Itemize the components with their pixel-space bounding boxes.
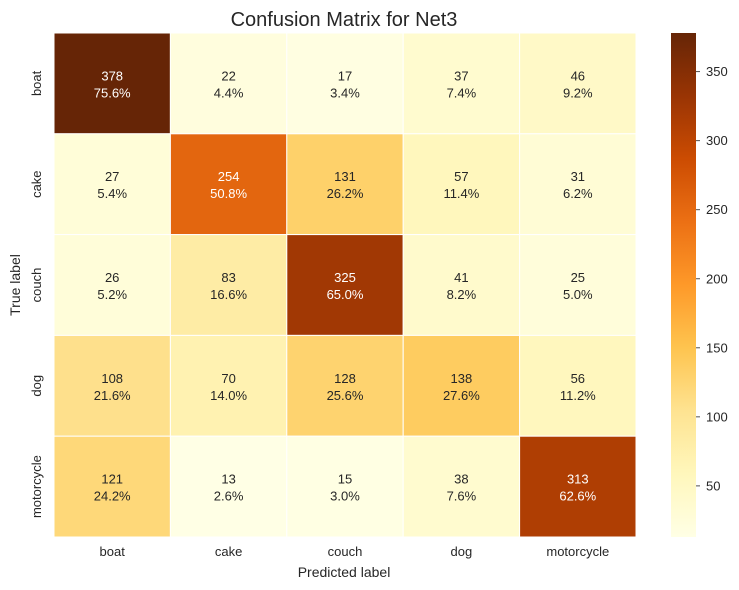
cell-count-label: 25 xyxy=(571,270,585,285)
heatmap-cell-1-4 xyxy=(519,133,637,236)
cell-count-label: 378 xyxy=(101,68,123,83)
cell-percent-label: 6.2% xyxy=(563,186,593,201)
heatmap-cell-4-0 xyxy=(53,435,171,538)
cell-percent-label: 3.0% xyxy=(330,489,360,504)
colorbar-tick-label: 200 xyxy=(706,271,728,286)
x-tick-label: cake xyxy=(215,544,242,559)
cell-percent-label: 75.6% xyxy=(94,85,131,100)
colorbar-tick-label: 350 xyxy=(706,64,728,79)
cell-percent-label: 62.6% xyxy=(559,489,596,504)
y-tick-label: boat xyxy=(29,70,44,96)
x-tick-label: motorcycle xyxy=(546,544,609,559)
cell-count-label: 26 xyxy=(105,270,119,285)
cell-count-label: 138 xyxy=(451,371,473,386)
cell-count-label: 121 xyxy=(101,472,123,487)
heatmap-cell-0-1 xyxy=(169,32,288,135)
cell-percent-label: 5.0% xyxy=(563,287,593,302)
heatmap-cell-3-3 xyxy=(402,334,521,437)
y-axis-label: True label xyxy=(7,254,23,316)
cell-percent-label: 26.2% xyxy=(327,186,364,201)
cell-percent-label: 16.6% xyxy=(210,287,247,302)
cell-count-label: 313 xyxy=(567,472,589,487)
x-tick-label: dog xyxy=(451,544,473,559)
heatmap-cell-3-4 xyxy=(519,334,637,437)
cell-count-label: 27 xyxy=(105,169,119,184)
x-axis-label: Predicted label xyxy=(298,564,391,580)
cell-count-label: 57 xyxy=(454,169,468,184)
cell-count-label: 13 xyxy=(221,472,235,487)
cell-percent-label: 9.2% xyxy=(563,85,593,100)
heatmap-cell-4-1 xyxy=(169,435,288,538)
colorbar-tick-label: 50 xyxy=(706,478,720,493)
heatmap-cell-2-1 xyxy=(169,234,288,336)
cell-count-label: 70 xyxy=(221,371,235,386)
cell-percent-label: 11.4% xyxy=(443,186,479,201)
heatmap-cell-0-2 xyxy=(286,32,404,135)
cell-count-label: 83 xyxy=(221,270,235,285)
heatmap-cell-0-4 xyxy=(519,32,637,135)
colorbar-tick-label: 100 xyxy=(706,409,728,424)
x-tick-label: boat xyxy=(100,544,126,559)
heatmap-cell-0-3 xyxy=(402,32,521,135)
cell-count-label: 128 xyxy=(334,371,356,386)
cell-percent-label: 7.4% xyxy=(447,85,477,100)
y-tick-labels: boat cake couch dog motorcycle xyxy=(29,70,44,518)
heatmap-cell-1-2 xyxy=(286,133,404,236)
heatmap-cells: 378 75.6% 22 4.4% 17 3.4% 37 7.4% 46 9.2% 27 5.4% 25… xyxy=(53,32,637,538)
colorbar-tick-label: 150 xyxy=(706,340,728,355)
chart-title: Confusion Matrix for Net3 xyxy=(231,9,458,31)
cell-count-label: 108 xyxy=(101,371,123,386)
cell-percent-label: 21.6% xyxy=(94,388,131,403)
heatmap-cell-4-2 xyxy=(286,435,404,538)
cell-percent-label: 5.2% xyxy=(97,287,127,302)
cell-count-label: 46 xyxy=(571,68,585,83)
y-tick-label: dog xyxy=(29,375,44,397)
heatmap-cell-3-2 xyxy=(286,334,404,437)
heatmap-cell-4-3 xyxy=(402,435,521,538)
cell-count-label: 22 xyxy=(221,68,235,83)
y-tick-label: motorcycle xyxy=(29,455,44,518)
y-tick-label: cake xyxy=(29,170,44,197)
heatmap-cell-3-1 xyxy=(169,334,288,437)
cell-percent-label: 5.4% xyxy=(97,186,127,201)
cell-count-label: 41 xyxy=(454,270,468,285)
colorbar-tick-label: 250 xyxy=(706,202,728,217)
x-tick-label: couch xyxy=(328,544,363,559)
cell-percent-label: 27.6% xyxy=(443,388,480,403)
cell-count-label: 38 xyxy=(454,472,468,487)
cell-count-label: 254 xyxy=(218,169,240,184)
cell-percent-label: 11.2% xyxy=(560,388,596,403)
cell-count-label: 31 xyxy=(571,169,585,184)
cell-percent-label: 25.6% xyxy=(327,388,364,403)
cell-percent-label: 2.6% xyxy=(214,489,244,504)
colorbar-tick-label: 300 xyxy=(706,133,728,148)
cell-percent-label: 24.2% xyxy=(94,489,131,504)
colorbar xyxy=(671,33,696,537)
colorbar-ticks: 50 100 150 200 250 300 350 xyxy=(696,64,728,493)
cell-count-label: 131 xyxy=(334,169,356,184)
heatmap-cell-4-4 xyxy=(519,435,637,538)
cell-count-label: 56 xyxy=(571,371,585,386)
cell-percent-label: 8.2% xyxy=(447,287,477,302)
cell-percent-label: 7.6% xyxy=(447,489,477,504)
cell-count-label: 15 xyxy=(338,472,352,487)
heatmap-cell-2-0 xyxy=(53,234,171,336)
cell-percent-label: 4.4% xyxy=(214,85,244,100)
cell-percent-label: 50.8% xyxy=(210,186,247,201)
cell-count-label: 325 xyxy=(334,270,356,285)
cell-percent-label: 14.0% xyxy=(210,388,247,403)
heatmap-cell-2-4 xyxy=(519,234,637,336)
heatmap-cell-2-3 xyxy=(402,234,521,336)
cell-count-label: 17 xyxy=(338,68,352,83)
cell-percent-label: 65.0% xyxy=(327,287,364,302)
y-tick-label: couch xyxy=(29,268,44,303)
cell-percent-label: 3.4% xyxy=(330,85,360,100)
x-tick-labels: boat cake couch dog motorcycle xyxy=(100,544,610,559)
heatmap-cell-1-0 xyxy=(53,133,171,236)
heatmap-cell-0-0 xyxy=(53,32,171,135)
heatmap-cell-2-2 xyxy=(286,234,404,336)
cell-count-label: 37 xyxy=(454,68,468,83)
